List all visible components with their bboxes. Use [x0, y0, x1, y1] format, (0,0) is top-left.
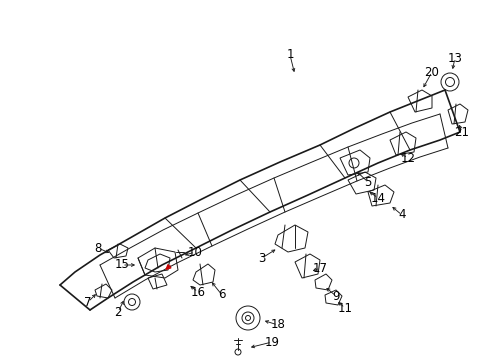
Text: 14: 14	[370, 192, 385, 204]
Text: 13: 13	[447, 51, 462, 64]
Text: 7: 7	[84, 296, 92, 309]
Text: 21: 21	[453, 126, 468, 139]
Text: 17: 17	[312, 261, 327, 274]
Text: 5: 5	[364, 175, 371, 189]
Text: 10: 10	[187, 246, 202, 258]
Text: 18: 18	[270, 319, 285, 332]
Text: 11: 11	[337, 302, 352, 315]
Text: 15: 15	[114, 258, 129, 271]
Text: 20: 20	[424, 66, 439, 78]
Text: 6: 6	[218, 288, 225, 302]
Text: 19: 19	[264, 336, 279, 348]
Text: 4: 4	[397, 208, 405, 221]
Text: 3: 3	[258, 252, 265, 265]
Text: 9: 9	[331, 289, 339, 302]
Text: 16: 16	[190, 285, 205, 298]
Text: 12: 12	[400, 152, 415, 165]
Text: 1: 1	[285, 49, 293, 62]
Text: 8: 8	[94, 242, 102, 255]
Text: 2: 2	[114, 306, 122, 319]
